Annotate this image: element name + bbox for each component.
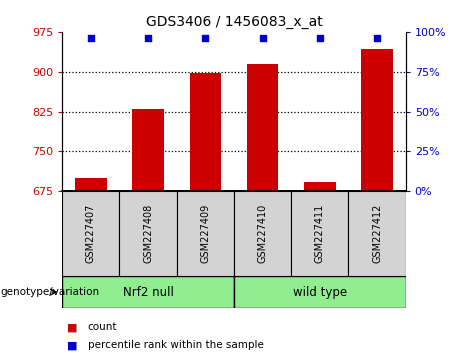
Bar [177,191,234,276]
Bar [132,109,164,191]
Bar [234,191,291,276]
Title: GDS3406 / 1456083_x_at: GDS3406 / 1456083_x_at [146,16,322,29]
Text: wild type: wild type [293,286,347,298]
Text: percentile rank within the sample: percentile rank within the sample [88,340,264,350]
Point [201,35,209,41]
Point [87,35,95,41]
Bar [234,276,406,308]
Bar [349,191,406,276]
Bar [291,191,349,276]
Bar [361,50,393,191]
Text: GSM227407: GSM227407 [86,204,96,263]
Text: ■: ■ [67,322,77,332]
Text: GSM227408: GSM227408 [143,204,153,263]
Text: GSM227411: GSM227411 [315,204,325,263]
Point [316,35,324,41]
Bar [304,182,336,191]
Point [373,35,381,41]
Text: ■: ■ [67,340,77,350]
Text: Nrf2 null: Nrf2 null [123,286,173,298]
Bar [189,73,221,191]
Text: GSM227412: GSM227412 [372,204,382,263]
Text: GSM227409: GSM227409 [201,204,210,263]
Bar [75,178,106,191]
Bar [247,64,278,191]
Point [144,35,152,41]
Bar [62,191,119,276]
Bar [62,276,234,308]
Bar [119,191,177,276]
Point [259,35,266,41]
Text: genotype/variation: genotype/variation [0,287,99,297]
Text: count: count [88,322,117,332]
Text: GSM227410: GSM227410 [258,204,267,263]
